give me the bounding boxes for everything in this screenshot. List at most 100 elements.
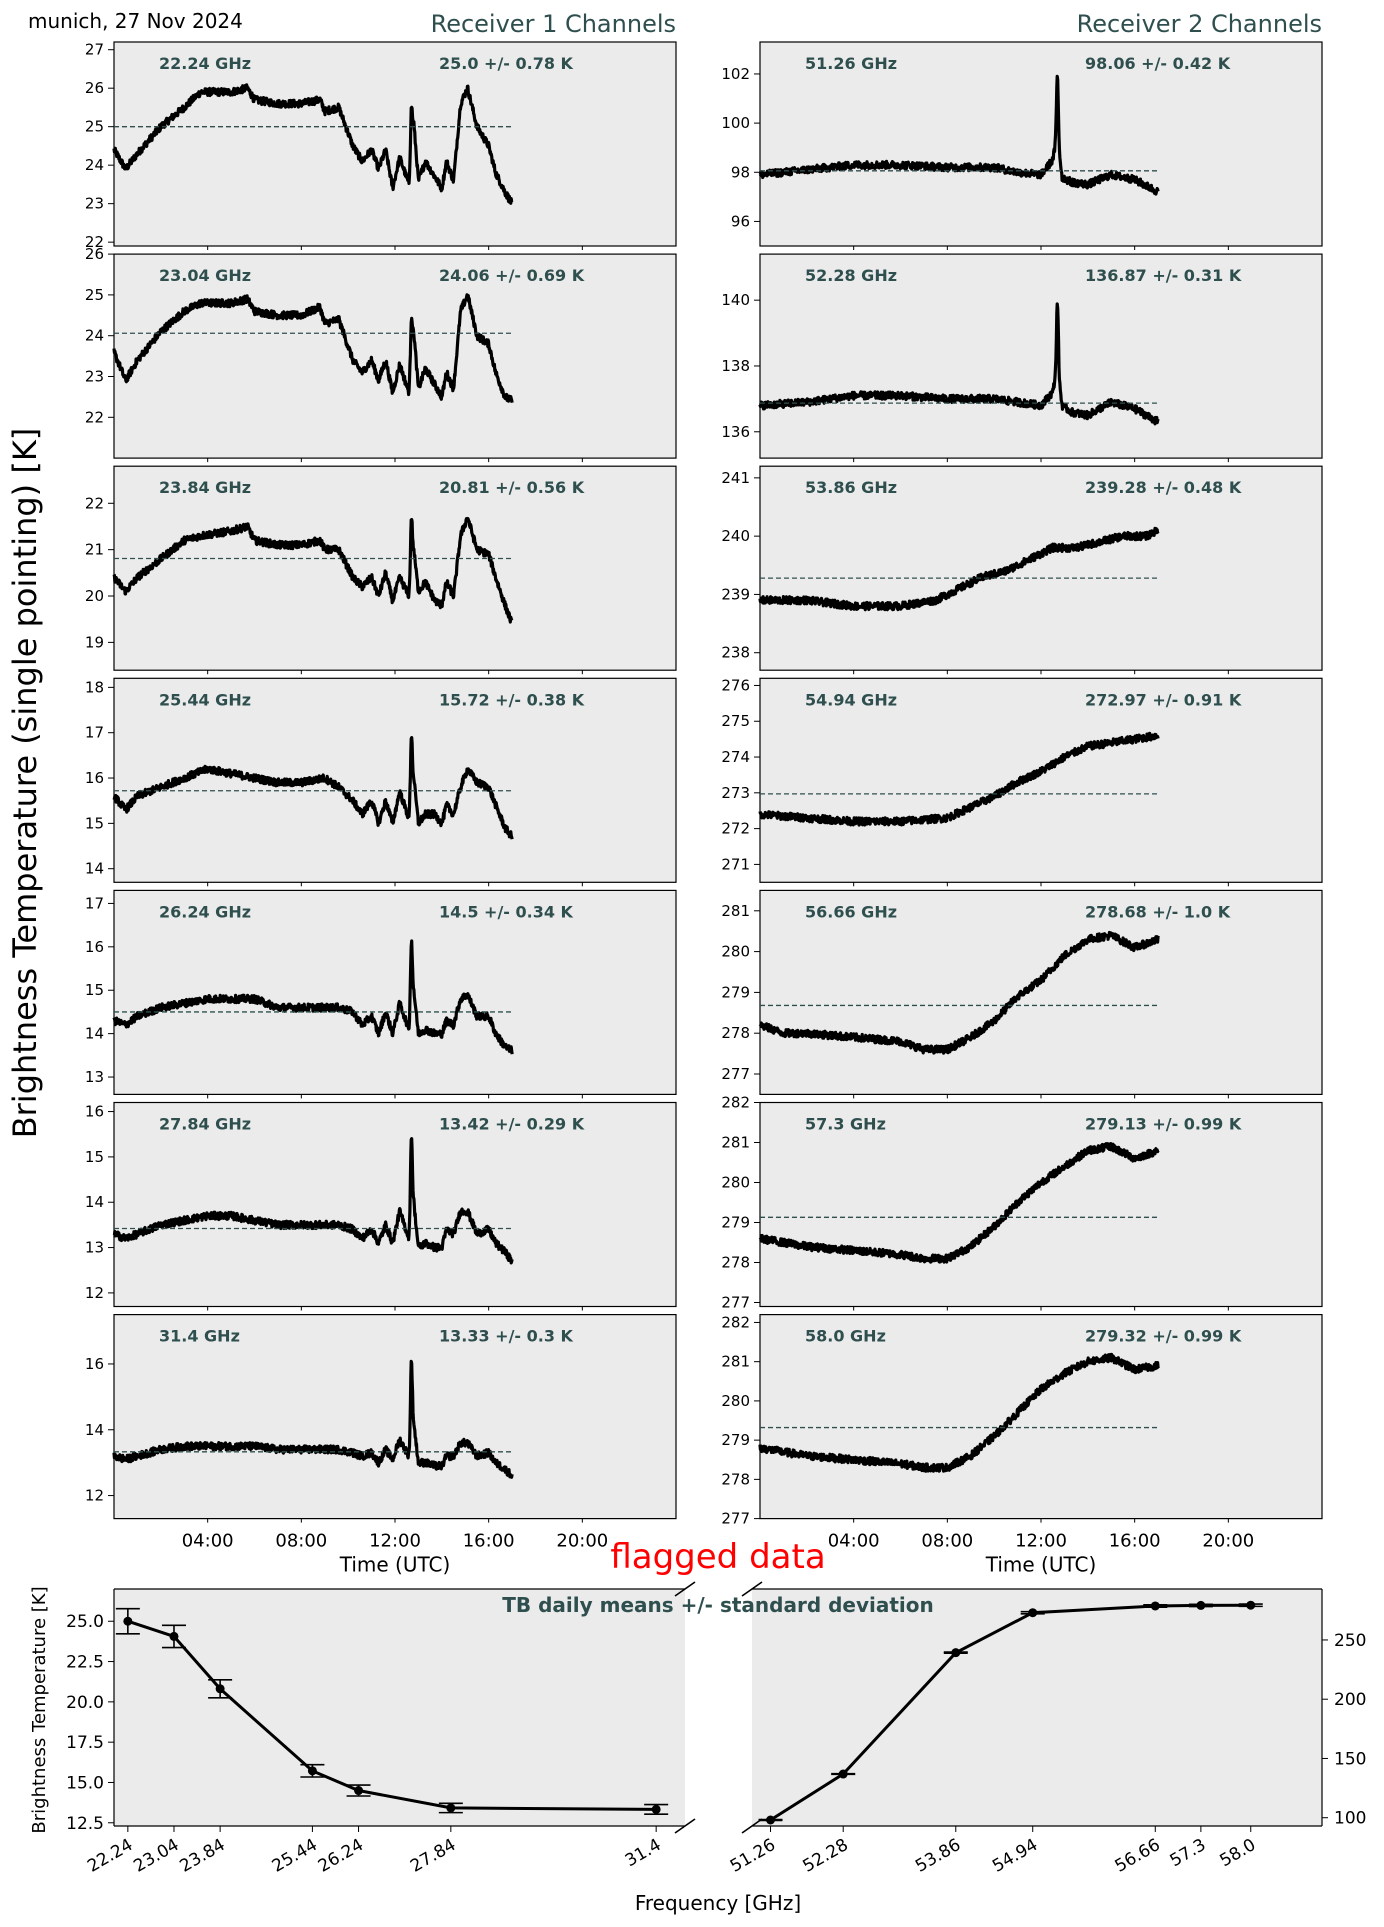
data-trace: [112, 939, 514, 1055]
y-tick-label: 12: [85, 1487, 104, 1505]
y-tick-label: 26: [85, 245, 104, 263]
panel-frame: [759, 1101, 1323, 1308]
stats-label: 24.06 +/- 0.69 K: [439, 266, 585, 285]
y-tick-label: 23: [85, 368, 104, 386]
y-tick-label: 277: [721, 1294, 750, 1312]
y-tick-label: 102: [721, 65, 750, 83]
receiver2-time-axis: 04:00 08:00 12:00 16:00 20:00 Time (UTC): [828, 1531, 1255, 1577]
data-trace: [112, 736, 514, 840]
y-tick-label: 240: [721, 527, 750, 545]
y-tick-label: 281: [721, 902, 750, 920]
stats-label: 279.32 +/- 0.99 K: [1085, 1327, 1242, 1346]
y-tick-label: 14: [85, 1193, 104, 1211]
y-tick-label: 18: [85, 678, 104, 696]
panel-52.28-ghz: 136 138 140 52.28 GHz 136.87 +/- 0.31 K: [721, 253, 1323, 463]
data-trace: [758, 930, 1160, 1055]
summary-x-tick-label: 52.28: [800, 1835, 852, 1877]
y-tick-label: 22: [85, 408, 104, 426]
data-trace: [758, 731, 1160, 827]
mean-point: [123, 1616, 133, 1626]
summary-y-tick-label: 25.0: [66, 1612, 104, 1632]
freq-label: 56.66 GHz: [805, 902, 897, 921]
mean-point: [446, 1803, 456, 1813]
y-tick-label: 16: [85, 1103, 104, 1121]
receiver2-title: Receiver 2 Channels: [1077, 10, 1322, 38]
freq-label: 52.28 GHz: [805, 266, 897, 285]
mean-point: [215, 1684, 225, 1694]
summary-y-tick-label: 200: [1334, 1690, 1366, 1710]
data-trace: [112, 83, 514, 205]
y-tick-label: 12: [85, 1284, 104, 1302]
y-tick-label: 241: [721, 469, 750, 487]
panel-31.4-ghz: 12 14 16 31.4 GHz 13.33 +/- 0.3 K: [85, 1313, 677, 1523]
y-tick-label: 13: [85, 1239, 104, 1257]
freq-label: 51.26 GHz: [805, 54, 897, 73]
data-trace: [112, 1359, 514, 1479]
panel-frame: [113, 41, 677, 247]
mean-point: [766, 1815, 776, 1825]
y-tick-label: 16: [85, 1355, 104, 1373]
data-trace: [112, 293, 514, 403]
y-tick-label: 271: [721, 855, 750, 873]
time-tick-label: 04:00: [182, 1531, 234, 1552]
panel-58.0-ghz: 277 278 279 280 281 282 58.0 GHz 279.32 +/- 0.9…: [721, 1313, 1323, 1528]
receiver1-title: Receiver 1 Channels: [431, 10, 676, 38]
freq-label: 31.4 GHz: [159, 1327, 240, 1346]
summary-x-tick-label: 25.44: [269, 1835, 321, 1877]
panel-frame: [113, 677, 677, 883]
panel-frame: [113, 889, 677, 1096]
summary-x-tick-label: 51.26: [727, 1835, 779, 1877]
y-tick-label: 279: [721, 983, 750, 1001]
panel-frame: [759, 677, 1323, 883]
summary-x-tick-label: 56.66: [1112, 1835, 1164, 1877]
summary-x-tick-label: 23.84: [176, 1835, 228, 1877]
receiver1-time-axis: 04:00 08:00 12:00 16:00 20:00 Time (UTC): [182, 1531, 609, 1577]
panel-51.26-ghz: 96 98 100 102 51.26 GHz 98.06 +/- 0.42 K: [721, 41, 1323, 250]
y-tick-label: 17: [85, 894, 104, 912]
y-tick-label: 17: [85, 724, 104, 742]
y-tick-label: 278: [721, 1254, 750, 1272]
y-tick-label: 275: [721, 712, 750, 730]
y-tick-label: 281: [721, 1134, 750, 1152]
panel-frame: [113, 1101, 677, 1308]
panel-22.24-ghz: 22 23 24 25 26 27 22.24 GHz 25.0 +/- 0.78 K: [85, 41, 677, 251]
y-tick-label: 277: [721, 1510, 750, 1528]
summary-x-tick-label: 22.24: [84, 1835, 136, 1877]
mean-point: [354, 1786, 364, 1796]
site-date-title: munich, 27 Nov 2024: [28, 9, 243, 33]
panel-frame: [759, 41, 1323, 247]
axis-break-mark: [674, 1818, 696, 1834]
y-tick-label: 15: [85, 814, 104, 832]
summary-y-tick-label: 150: [1334, 1749, 1366, 1769]
panel-frame: [113, 1313, 677, 1520]
data-trace: [758, 1352, 1160, 1473]
stats-label: 25.0 +/- 0.78 K: [439, 54, 574, 73]
panel-57.3-ghz: 277 278 279 280 281 282 57.3 GHz 279.13 +/- 0.9…: [721, 1094, 1323, 1312]
flagged-data-label: flagged data: [610, 1537, 825, 1577]
summary-x-tick-label: 31.4: [622, 1835, 665, 1871]
data-trace: [112, 1137, 514, 1265]
stats-label: 98.06 +/- 0.42 K: [1085, 54, 1231, 73]
time-axis-label: Time (UTC): [339, 1553, 451, 1577]
stats-label: 14.5 +/- 0.34 K: [439, 902, 574, 921]
summary-y-tick-label: 250: [1334, 1631, 1366, 1651]
mean-point: [651, 1804, 661, 1814]
y-tick-label: 280: [721, 1174, 750, 1192]
panel-54.94-ghz: 271 272 273 274 275 276 54.94 GHz 272.97 +/- 0.…: [721, 676, 1323, 887]
time-tick-label: 16:00: [463, 1531, 515, 1552]
summary-x-tick-label: 26.24: [315, 1835, 367, 1877]
summary-y-tick-label: 22.5: [66, 1653, 104, 1673]
panel-26.24-ghz: 13 14 15 16 17 26.24 GHz 14.5 +/- 0.34 K: [85, 889, 677, 1099]
panel-frame: [759, 889, 1323, 1096]
freq-label: 26.24 GHz: [159, 902, 251, 921]
y-tick-label: 20: [85, 587, 104, 605]
stats-label: 239.28 +/- 0.48 K: [1085, 478, 1242, 497]
stats-label: 20.81 +/- 0.56 K: [439, 478, 585, 497]
panel-frame: [759, 1313, 1323, 1520]
shared-ylabel: Brightness Temperature (single pointing)…: [6, 428, 44, 1139]
y-tick-label: 282: [721, 1094, 750, 1112]
panel-53.86-ghz: 238 239 240 241 53.86 GHz 239.28 +/- 0.48 K: [721, 465, 1323, 675]
